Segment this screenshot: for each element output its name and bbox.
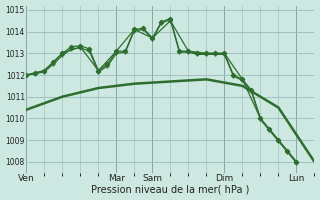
X-axis label: Pression niveau de la mer( hPa ): Pression niveau de la mer( hPa ): [91, 184, 250, 194]
